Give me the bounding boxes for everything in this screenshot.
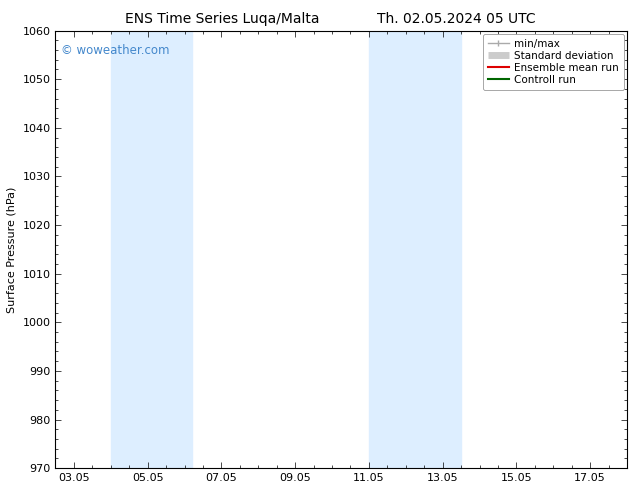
Bar [111, 30, 192, 468]
Y-axis label: Surface Pressure (hPa): Surface Pressure (hPa) [7, 186, 17, 313]
Text: © woweather.com: © woweather.com [61, 44, 170, 57]
Bar [369, 30, 461, 468]
Legend: min/max, Standard deviation, Ensemble mean run, Controll run: min/max, Standard deviation, Ensemble me… [482, 34, 624, 90]
Text: Th. 02.05.2024 05 UTC: Th. 02.05.2024 05 UTC [377, 12, 536, 26]
Text: ENS Time Series Luqa/Malta: ENS Time Series Luqa/Malta [125, 12, 319, 26]
